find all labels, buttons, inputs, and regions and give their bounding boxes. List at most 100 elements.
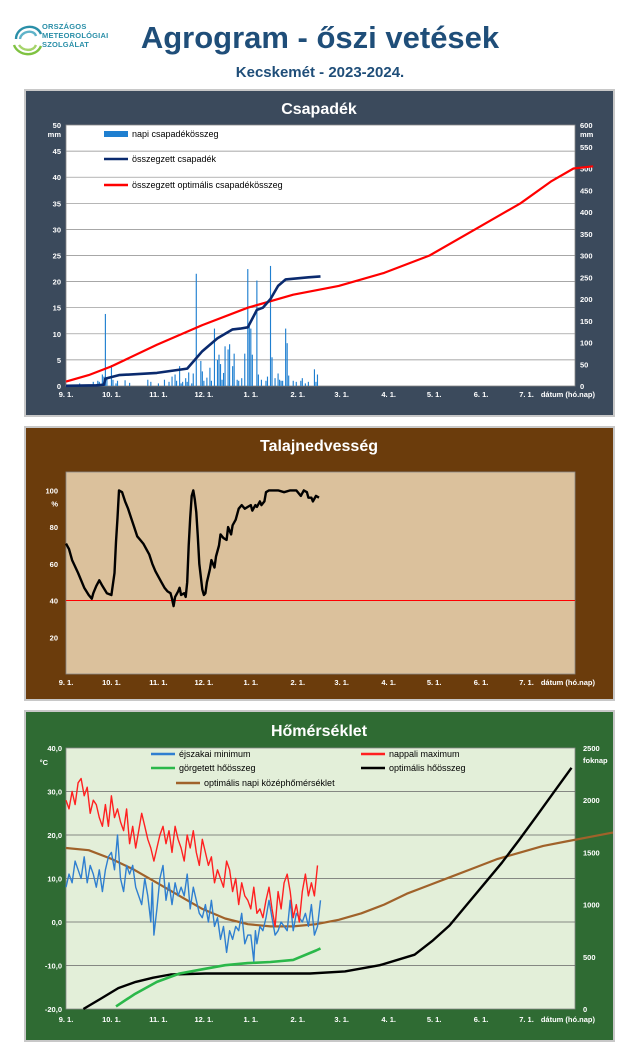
precip-bar: [251, 354, 253, 386]
precip-bar: [248, 323, 250, 386]
precip-bar: [280, 380, 282, 386]
x-tick-label: 4. 1.: [381, 390, 396, 399]
precip-bar: [174, 374, 176, 386]
x-tick-label: 1. 1.: [244, 1015, 259, 1024]
precip-bar: [101, 374, 103, 386]
soil-moisture-panel: Talajnedvesség 9. 1. 10. 1. 11. 1. 12. 1. 1. …: [24, 426, 615, 701]
precipitation-chart: Csapadék 9. 1. 10. 1. 11. 1. 12. 1. 1. 1. 2. 1…: [48, 101, 596, 399]
logo-line-3: SZOLGÁLAT: [42, 40, 90, 49]
y-tick-right: 300: [580, 252, 593, 261]
precip-bar: [106, 378, 108, 386]
precip-bar: [116, 380, 119, 386]
precip-bar: [182, 381, 184, 386]
y-tick-right: 0: [580, 382, 584, 391]
x-axis-unit: dátum (hó.nap): [541, 678, 596, 687]
precip-bar: [232, 366, 234, 386]
precip-bar: [274, 378, 276, 386]
y-tick-label: 40: [50, 597, 58, 606]
y-tick-left: 0: [57, 382, 61, 391]
precip-bar: [200, 360, 202, 386]
plot-area: [65, 471, 576, 675]
y-tick-label: 60: [50, 560, 58, 569]
legend-label: nappali maximum: [389, 749, 460, 759]
y-unit-right: mm: [580, 130, 594, 139]
precip-bar: [271, 357, 273, 386]
precip-bar: [315, 381, 317, 386]
logo-swirl-icon: [12, 25, 43, 56]
x-tick-label: 5. 1.: [427, 390, 442, 399]
precip-bar: [250, 328, 252, 386]
logo-line-1: ORSZÁGOS: [42, 22, 87, 31]
x-tick-label: 5. 1.: [427, 678, 442, 687]
y-tick-left: 20,0: [47, 831, 62, 840]
temperature-panel: Hőmérséklet 9. 1. 10. 1. 11. 1. 12. 1. 1. 1. 2…: [24, 710, 615, 1042]
x-tick-label: 3. 1.: [334, 678, 349, 687]
precip-bar: [224, 346, 226, 386]
y-tick-left: 0,0: [52, 918, 62, 927]
y-tick-label: 20: [50, 633, 58, 642]
precip-bar: [195, 273, 197, 386]
x-tick-label: 9. 1.: [59, 390, 74, 399]
precip-bar: [241, 378, 243, 386]
y-tick-right: 550: [580, 143, 593, 152]
precip-bar: [285, 328, 287, 386]
legend-swatch: [104, 131, 128, 137]
day-max-line: [65, 777, 319, 928]
y-tick-right: 250: [580, 273, 593, 282]
y-unit-left: mm: [48, 130, 62, 139]
y-tick-right: 600: [580, 121, 593, 130]
y-tick-right: 100: [580, 339, 593, 348]
legend-label: éjszakai minimum: [179, 749, 251, 759]
precip-bar: [124, 380, 126, 386]
precip-bar: [191, 383, 193, 386]
x-tick-label: 6. 1.: [474, 1015, 489, 1024]
precip-bar: [313, 369, 316, 386]
logo-line-2: METEOROLÓGIAI: [42, 31, 109, 40]
page-title: Agrogram - őszi vetések: [140, 20, 500, 55]
y-tick-right: 500: [583, 953, 596, 962]
legend-label: optimális napi középhőmérséklet: [204, 778, 335, 788]
precip-bar: [179, 366, 181, 386]
chart-title: Talajnedvesség: [260, 438, 378, 455]
soil-moisture-line: [64, 489, 320, 608]
precip-bar: [112, 379, 114, 386]
x-tick-label: 6. 1.: [474, 390, 489, 399]
y-tick-left: 5: [57, 356, 61, 365]
rolling-heat-sum-line: [115, 947, 322, 1008]
precip-bar: [192, 373, 194, 386]
precipitation-panel: Csapadék 9. 1. 10. 1. 11. 1. 12. 1. 1. 1. 2. 1…: [24, 89, 615, 417]
y-unit-left: °C: [40, 758, 49, 767]
y-tick-left: -20,0: [45, 1005, 62, 1014]
optimal-precip-line: [65, 165, 594, 383]
precip-bar: [282, 380, 284, 386]
precip-bar: [288, 375, 290, 386]
precip-bar: [279, 379, 281, 386]
precip-bar: [92, 381, 94, 386]
precip-bar: [238, 380, 240, 386]
legend-label: optimális hőösszeg: [389, 763, 466, 773]
precip-bar: [260, 379, 262, 386]
y-tick-right: 450: [580, 186, 593, 195]
precip-bar: [147, 379, 149, 386]
y-tick-left: 40: [53, 173, 61, 182]
y-tick-left: 20: [53, 278, 61, 287]
precip-bar: [221, 379, 223, 386]
legend-label: összegzett csapadék: [132, 154, 217, 164]
precip-bar: [186, 381, 188, 386]
y-tick-left: 10,0: [47, 875, 62, 884]
precip-bar: [115, 383, 117, 386]
x-tick-label: 2. 1.: [290, 390, 305, 399]
precip-bar: [218, 354, 220, 386]
optimal-heat-sum-line: [82, 767, 573, 1011]
precip-bar: [206, 377, 208, 386]
precip-bar: [171, 376, 173, 386]
y-tick-right: 1500: [583, 848, 600, 857]
y-tick-left: 15: [53, 304, 61, 313]
y-tick-right: 2500: [583, 744, 600, 753]
precip-bar: [188, 372, 190, 386]
precip-bar: [222, 372, 225, 386]
x-tick-label: 9. 1.: [59, 1015, 74, 1024]
precip-bar: [168, 381, 170, 386]
precip-bar: [300, 380, 302, 386]
optimal-mean-temp-line: [65, 831, 613, 928]
